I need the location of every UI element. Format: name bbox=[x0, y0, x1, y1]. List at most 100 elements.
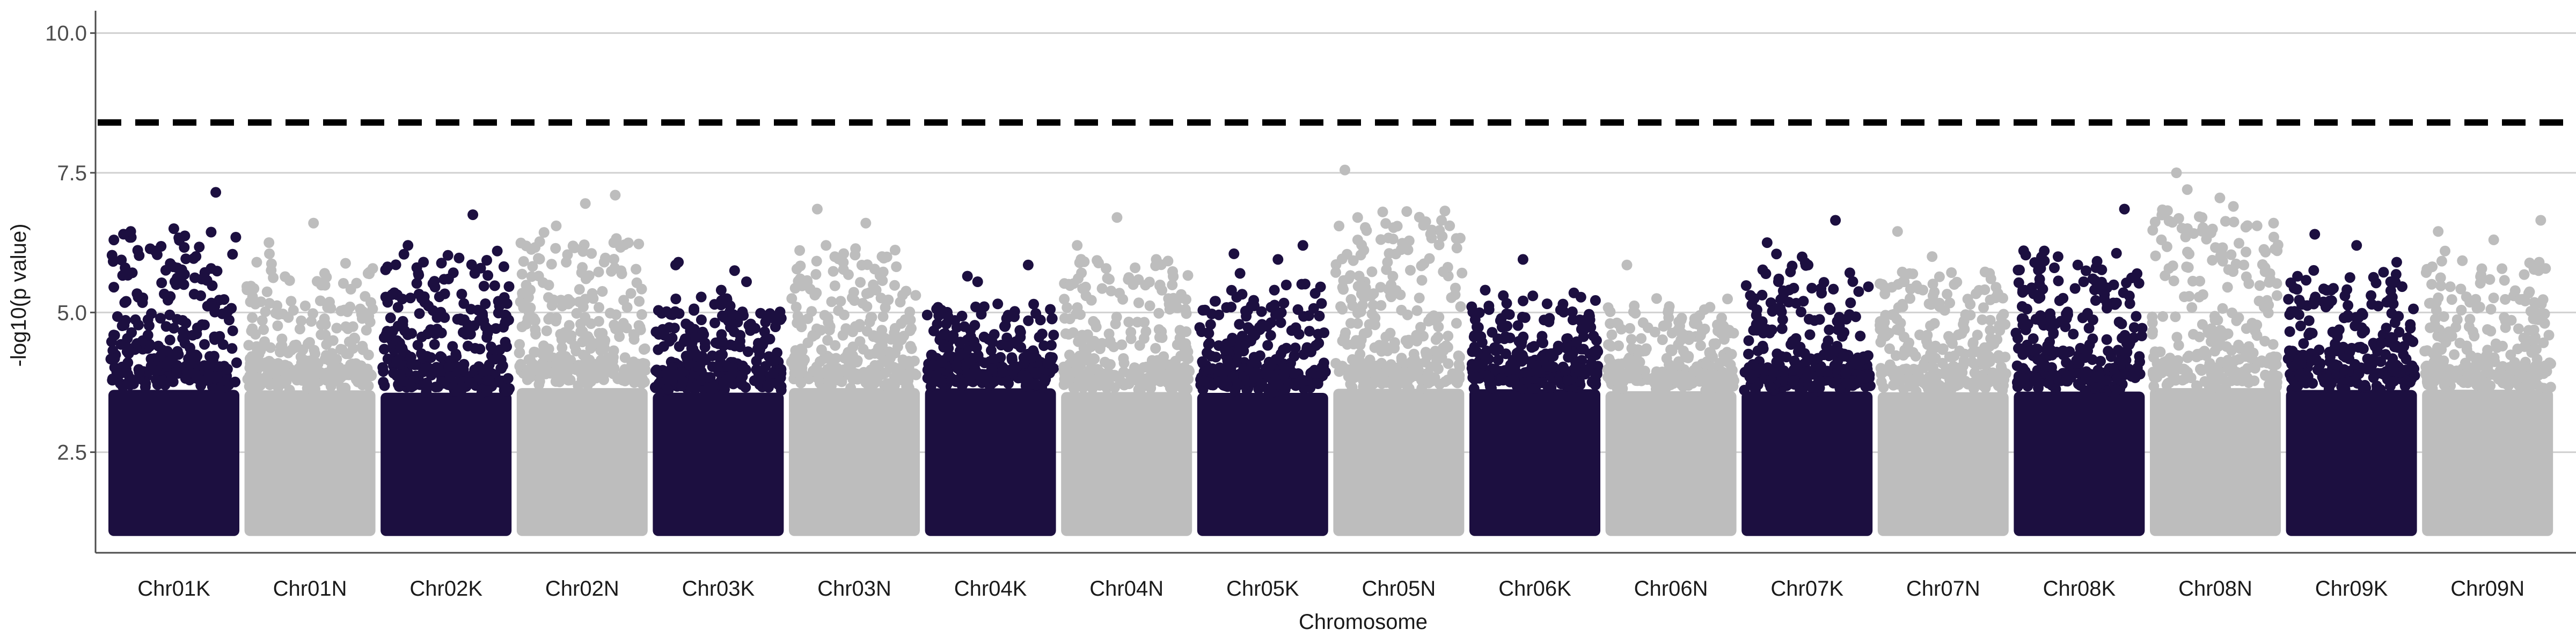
snp-point bbox=[1231, 291, 1242, 303]
snp-point bbox=[737, 371, 748, 382]
snp-point bbox=[1006, 352, 1018, 363]
top-snp-point bbox=[1228, 248, 1240, 259]
snp-point bbox=[562, 358, 573, 369]
snp-point bbox=[1968, 358, 1980, 369]
snp-point bbox=[2259, 335, 2271, 347]
snp-point bbox=[2101, 375, 2112, 386]
snp-point bbox=[751, 356, 762, 367]
snp-point bbox=[883, 294, 894, 305]
snp-point bbox=[2259, 266, 2271, 277]
snp-point bbox=[1132, 369, 1144, 380]
snp-point bbox=[1501, 298, 1512, 309]
snp-point bbox=[1436, 352, 1447, 363]
snp-point bbox=[717, 310, 728, 321]
snp-point bbox=[429, 281, 441, 292]
snp-point bbox=[2240, 375, 2251, 386]
snp-point bbox=[155, 375, 166, 386]
snp-point bbox=[1676, 328, 1687, 339]
snp-point bbox=[2435, 272, 2446, 283]
snp-point bbox=[1492, 333, 1504, 345]
top-snp-point bbox=[1297, 240, 1308, 251]
snp-point bbox=[2324, 347, 2335, 358]
snp-point bbox=[1062, 302, 1073, 313]
snp-point bbox=[493, 376, 504, 387]
snp-point bbox=[1490, 364, 1501, 375]
snp-point bbox=[738, 310, 749, 321]
snp-point bbox=[1468, 383, 1480, 394]
snp-point bbox=[2482, 367, 2493, 378]
top-snp-point bbox=[2214, 192, 2226, 203]
snp-point bbox=[1392, 373, 1403, 384]
chromosome-Chr02K-points bbox=[377, 209, 515, 536]
snp-point bbox=[1689, 313, 1700, 324]
snp-point bbox=[112, 311, 123, 322]
snp-point bbox=[398, 248, 409, 260]
snp-point bbox=[496, 363, 507, 374]
snp-point bbox=[227, 325, 238, 336]
snp-point bbox=[861, 301, 873, 312]
snp-point bbox=[1210, 296, 1221, 307]
snp-point bbox=[1064, 359, 1075, 370]
top-snp-point bbox=[178, 279, 189, 290]
dense-points-Chr05K bbox=[1197, 392, 1328, 536]
snp-point bbox=[1202, 347, 1212, 358]
top-snp-point bbox=[319, 268, 330, 279]
snp-point bbox=[2342, 310, 2353, 321]
snp-point bbox=[199, 339, 210, 350]
snp-point bbox=[211, 371, 223, 383]
snp-point bbox=[537, 277, 548, 288]
snp-point bbox=[2054, 295, 2065, 306]
snp-point bbox=[1536, 336, 1547, 347]
snp-point bbox=[2271, 352, 2282, 363]
data-points bbox=[105, 164, 2556, 536]
snp-point bbox=[2476, 263, 2487, 274]
snp-point bbox=[791, 264, 802, 275]
snp-point bbox=[1110, 318, 1121, 330]
snp-point bbox=[1330, 267, 1341, 278]
snp-point bbox=[1380, 331, 1392, 342]
snp-point bbox=[2029, 257, 2040, 268]
snp-point bbox=[1658, 320, 1669, 332]
snp-point bbox=[1710, 339, 1721, 350]
snp-point bbox=[2113, 317, 2125, 327]
snp-point bbox=[1880, 331, 1891, 342]
snp-point bbox=[137, 292, 149, 303]
snp-point bbox=[1649, 378, 1660, 389]
snp-point bbox=[933, 310, 945, 321]
snp-point bbox=[625, 371, 636, 382]
chromosome-Chr08N-points bbox=[2147, 167, 2284, 536]
snp-point bbox=[1064, 280, 1075, 291]
snp-point bbox=[1926, 361, 1937, 372]
snp-point bbox=[378, 377, 389, 388]
snp-point bbox=[807, 365, 818, 377]
snp-point bbox=[2147, 225, 2158, 236]
snp-point bbox=[1438, 266, 1449, 277]
snp-point bbox=[2477, 356, 2488, 367]
snp-point bbox=[2019, 284, 2030, 296]
snp-point bbox=[2147, 317, 2158, 328]
snp-point bbox=[1198, 376, 1210, 387]
snp-point bbox=[811, 255, 822, 267]
snp-point bbox=[2446, 294, 2457, 305]
snp-point bbox=[2083, 323, 2095, 334]
snp-point bbox=[1413, 358, 1424, 369]
snp-point bbox=[500, 317, 511, 328]
snp-point bbox=[1106, 286, 1117, 297]
snp-point bbox=[530, 347, 541, 358]
snp-point bbox=[569, 340, 581, 352]
snp-point bbox=[1080, 290, 1092, 302]
snp-point bbox=[1728, 327, 1739, 339]
snp-point bbox=[133, 319, 144, 331]
top-snp-point bbox=[2433, 226, 2444, 237]
x-tick-label-Chr09K: Chr09K bbox=[2315, 577, 2388, 601]
snp-point bbox=[246, 351, 258, 362]
snp-point bbox=[411, 262, 422, 273]
snp-point bbox=[653, 344, 664, 355]
snp-point bbox=[1624, 361, 1635, 372]
snp-point bbox=[2118, 355, 2129, 366]
snp-point bbox=[1182, 346, 1194, 357]
snp-point bbox=[551, 365, 562, 377]
snp-point bbox=[696, 314, 707, 325]
snp-point bbox=[1242, 322, 1254, 333]
snp-point bbox=[319, 280, 331, 291]
